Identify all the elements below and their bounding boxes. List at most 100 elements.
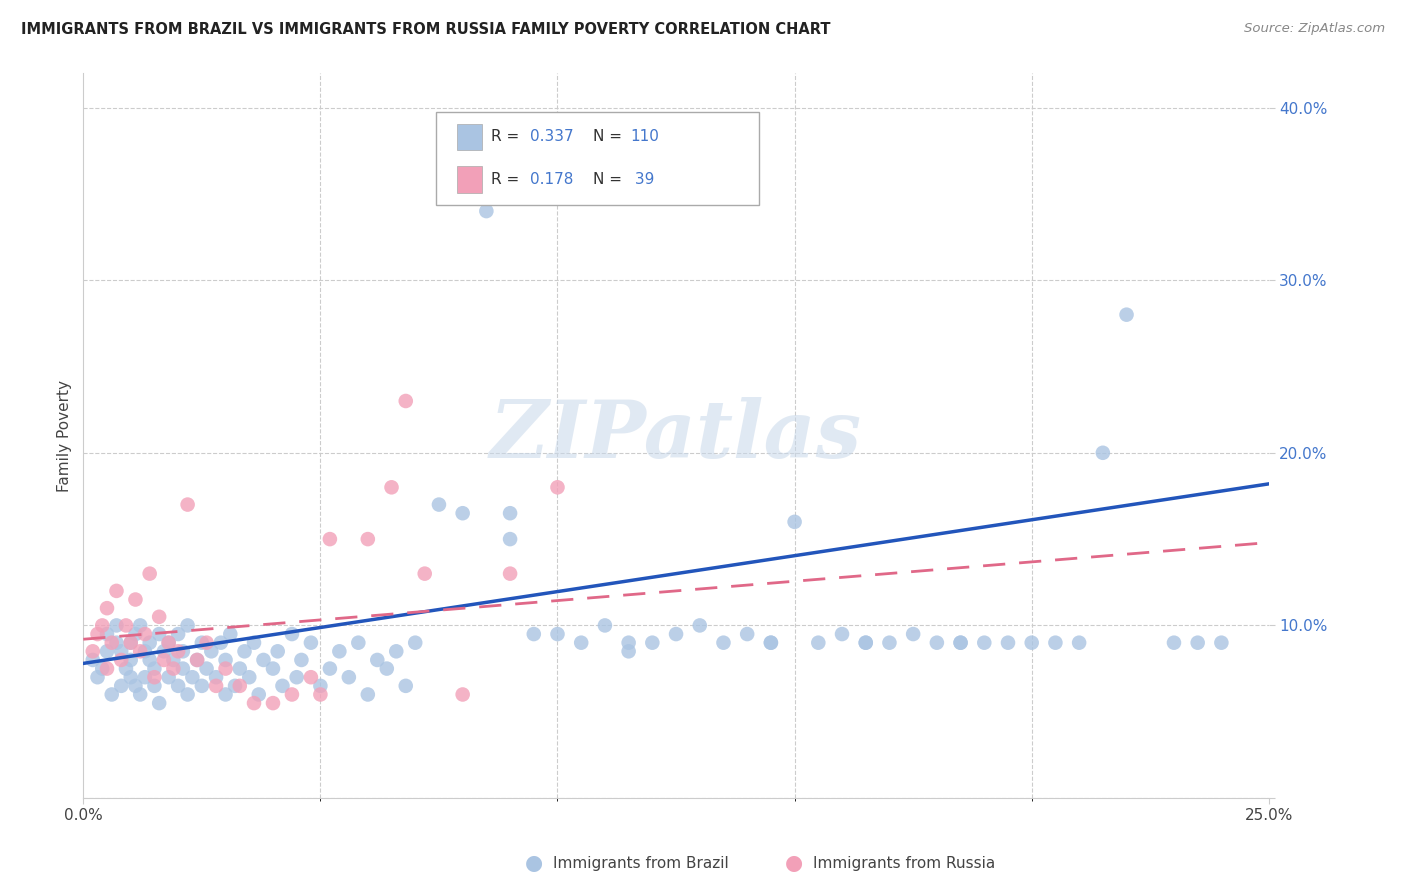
Point bbox=[229, 662, 252, 676]
Point bbox=[91, 618, 114, 632]
Point bbox=[167, 644, 190, 658]
Text: ●: ● bbox=[526, 854, 543, 873]
Point bbox=[347, 636, 370, 650]
Point bbox=[281, 627, 304, 641]
Text: N =: N = bbox=[593, 129, 627, 145]
Point bbox=[973, 636, 995, 650]
Point bbox=[200, 644, 222, 658]
Point bbox=[569, 636, 592, 650]
Point bbox=[96, 644, 118, 658]
Point bbox=[807, 636, 830, 650]
Text: Immigrants from Brazil: Immigrants from Brazil bbox=[553, 856, 728, 871]
Point bbox=[167, 679, 190, 693]
Text: 39: 39 bbox=[630, 172, 654, 186]
Point bbox=[105, 636, 128, 650]
Point bbox=[879, 636, 901, 650]
Point bbox=[299, 670, 322, 684]
Point bbox=[138, 653, 160, 667]
Point bbox=[238, 670, 260, 684]
Point bbox=[157, 636, 180, 650]
Point bbox=[82, 644, 104, 658]
Text: N =: N = bbox=[593, 172, 627, 186]
Point bbox=[262, 696, 284, 710]
Point bbox=[247, 688, 270, 702]
Text: ZIPatlas: ZIPatlas bbox=[489, 397, 862, 475]
Point bbox=[219, 627, 242, 641]
Point bbox=[395, 679, 418, 693]
Point bbox=[404, 636, 426, 650]
Point bbox=[901, 627, 924, 641]
Point bbox=[148, 627, 170, 641]
Point bbox=[319, 662, 342, 676]
Point bbox=[735, 627, 758, 641]
Point bbox=[451, 688, 474, 702]
Point bbox=[949, 636, 972, 650]
Point bbox=[475, 204, 498, 219]
Point bbox=[143, 670, 166, 684]
Point bbox=[328, 644, 350, 658]
Point bbox=[290, 653, 312, 667]
Point bbox=[138, 636, 160, 650]
Point bbox=[110, 653, 132, 667]
Point bbox=[997, 636, 1019, 650]
Point bbox=[186, 653, 208, 667]
Point bbox=[523, 627, 546, 641]
Point bbox=[252, 653, 274, 667]
Point bbox=[129, 644, 152, 658]
Point bbox=[96, 601, 118, 615]
Text: R =: R = bbox=[491, 172, 524, 186]
Point bbox=[100, 636, 122, 650]
Point bbox=[124, 679, 146, 693]
Point bbox=[271, 679, 294, 693]
Point bbox=[205, 670, 228, 684]
Point bbox=[96, 627, 118, 641]
Point bbox=[357, 532, 380, 546]
Point bbox=[547, 480, 569, 494]
Point bbox=[229, 679, 252, 693]
Point bbox=[366, 653, 388, 667]
Point bbox=[357, 688, 380, 702]
Text: Immigrants from Russia: Immigrants from Russia bbox=[813, 856, 995, 871]
Point bbox=[243, 636, 266, 650]
Point bbox=[195, 636, 218, 650]
Point bbox=[176, 498, 198, 512]
Point bbox=[134, 627, 156, 641]
Point bbox=[309, 679, 332, 693]
Point bbox=[665, 627, 688, 641]
Point bbox=[281, 688, 304, 702]
Point bbox=[233, 644, 256, 658]
Point bbox=[1045, 636, 1067, 650]
Point bbox=[100, 688, 122, 702]
Point bbox=[124, 627, 146, 641]
Point bbox=[547, 627, 569, 641]
Point bbox=[129, 618, 152, 632]
Point bbox=[617, 636, 640, 650]
Point bbox=[224, 679, 246, 693]
Text: 0.337: 0.337 bbox=[530, 129, 574, 145]
Point bbox=[783, 515, 806, 529]
Point bbox=[243, 696, 266, 710]
Point bbox=[143, 662, 166, 676]
Point bbox=[395, 394, 418, 409]
Point bbox=[172, 644, 194, 658]
Point bbox=[148, 696, 170, 710]
Point bbox=[214, 688, 236, 702]
Point bbox=[319, 532, 342, 546]
Point bbox=[1163, 636, 1185, 650]
Point bbox=[499, 506, 522, 520]
Point bbox=[129, 688, 152, 702]
Point bbox=[157, 670, 180, 684]
Point bbox=[181, 670, 204, 684]
Point bbox=[176, 688, 198, 702]
Point bbox=[285, 670, 308, 684]
Point bbox=[167, 627, 190, 641]
Point bbox=[162, 662, 184, 676]
Point bbox=[120, 636, 142, 650]
Point bbox=[205, 679, 228, 693]
Point bbox=[385, 644, 408, 658]
Point bbox=[299, 636, 322, 650]
Point bbox=[91, 662, 114, 676]
Point bbox=[172, 662, 194, 676]
Point bbox=[162, 653, 184, 667]
Point bbox=[1115, 308, 1137, 322]
